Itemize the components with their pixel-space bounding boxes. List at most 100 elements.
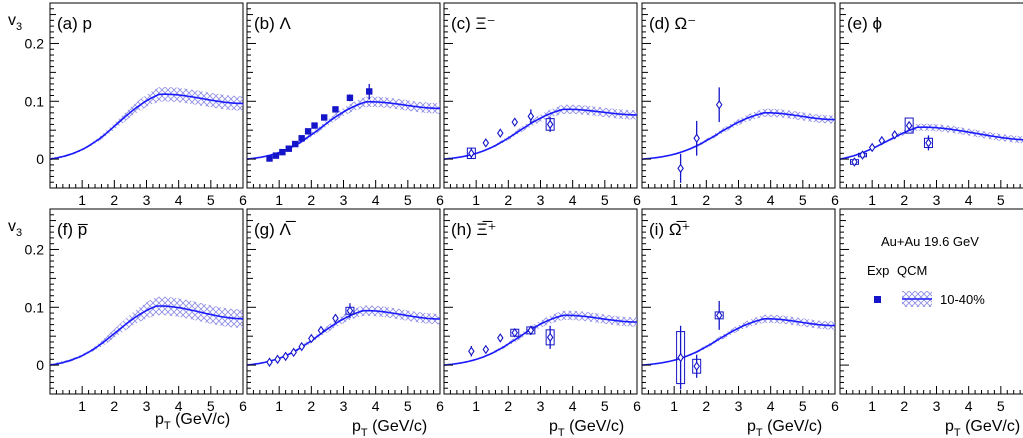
x-tick-label: 4 (372, 192, 380, 208)
x-axis-title-sub: T (954, 427, 961, 438)
data-point (308, 333, 315, 344)
panel-label: (c) Ξ⁻ (451, 14, 496, 33)
data-point (497, 128, 504, 138)
data-point (878, 135, 886, 146)
data-point (321, 114, 328, 121)
data-point (366, 88, 373, 95)
data-point (285, 145, 293, 152)
model-band (50, 296, 243, 367)
data-point (468, 148, 475, 159)
data-sys-box (545, 118, 555, 131)
x-tick-label: 1 (472, 192, 480, 208)
y-tick-label: 0.2 (25, 241, 45, 257)
x-axis-title: pT (GeV/c) (155, 411, 230, 432)
x-tick-label: 2 (504, 192, 512, 208)
panel-6: (f) p̅ 1 2 3 4 5 6 (49, 208, 247, 414)
data-sys-box (904, 117, 914, 134)
data-point (274, 354, 281, 365)
x-tick-label: 3 (735, 398, 743, 414)
panel-frame (443, 2, 638, 189)
x-tick-label: 6 (436, 192, 444, 208)
panel-frame (641, 208, 836, 395)
x-tick-label: 1 (78, 398, 86, 414)
data-point (298, 135, 305, 142)
x-tick-label: 3 (933, 398, 941, 414)
x-tick-label: 4 (569, 192, 577, 208)
data-point (304, 128, 312, 135)
x-axis-title-sub: T (756, 427, 763, 438)
y-tick-label: 0.1 (25, 299, 45, 315)
x-tick-label: 3 (537, 398, 545, 414)
x-tick-label: 1 (868, 398, 876, 414)
y-tick-label: 0.2 (25, 35, 45, 51)
panel-2: (b) Λ 1 2 3 4 5 6 (246, 2, 444, 208)
data-point (511, 117, 519, 127)
x-tick-label: 5 (601, 398, 609, 414)
x-tick-label: 5 (404, 192, 412, 208)
panel-5: (e) ϕ123456 (839, 2, 1023, 208)
data-point (282, 351, 289, 362)
x-tick-label: 5 (997, 398, 1005, 414)
legend-title: Au+Au 19.6 GeV (881, 234, 979, 249)
x-tick-label: 2 (307, 398, 315, 414)
x-tick-label: 1 (670, 398, 678, 414)
x-axis-title-main: p (352, 418, 361, 435)
x-tick-label: 1 (78, 192, 86, 208)
x-tick-label: 3 (143, 192, 151, 208)
data-point (332, 106, 339, 113)
data-point (715, 99, 723, 110)
y-axis-title-sub: 3 (16, 227, 22, 239)
x-tick-label: 6 (831, 398, 839, 414)
x-tick-label: 2 (702, 192, 710, 208)
data-sys-box (466, 147, 476, 160)
legend: Au+Au 19.6 GeV Exp QCM 10-40% (867, 234, 985, 307)
x-axis-title-sub: T (164, 420, 171, 432)
data-point (332, 313, 339, 324)
panel-label: (b) Λ (254, 14, 292, 33)
data-point (868, 142, 876, 153)
x-tick-label: 5 (799, 398, 807, 414)
model-line (50, 93, 243, 160)
x-tick-label: 2 (702, 398, 710, 414)
data-sys-box (692, 358, 702, 374)
x-tick-label: 6 (239, 398, 247, 414)
panel-8: (h) Ξ̅⁺ 1 2 3 4 5 6 (443, 208, 641, 414)
y-axis-title-main: v (8, 12, 16, 29)
x-tick-label: 3 (340, 192, 348, 208)
data-point (693, 361, 700, 372)
panel-9: (i) Ω̅⁺ 1 2 3 4 5 6 (641, 208, 839, 414)
x-axis-title: pT (GeV/c) (747, 418, 822, 438)
data-point (317, 325, 325, 336)
x-tick-label: 2 (504, 398, 512, 414)
panel-frame (641, 2, 836, 189)
x-tick-label: 1 (472, 398, 480, 414)
data-point (693, 133, 700, 144)
y-tick-label: 0 (36, 357, 44, 373)
x-axis-title-unit: (GeV/c) (368, 418, 428, 435)
data-point (346, 94, 354, 102)
x-axis-title-unit: (GeV/c) (171, 411, 231, 428)
x-tick-label: 4 (965, 192, 973, 208)
x-tick-label: 3 (735, 192, 743, 208)
x-tick-label: 6 (633, 398, 641, 414)
x-tick-label: 3 (143, 398, 151, 414)
data-point (298, 341, 305, 352)
x-tick-label: 4 (767, 192, 775, 208)
panel-3: (c) Ξ⁻ 1 2 3 4 5 6 (443, 2, 641, 208)
legend-col-model: QCM (897, 263, 927, 278)
x-axis-title-unit: (GeV/c) (763, 418, 823, 435)
panel-label: (g) Λ̅ (254, 220, 296, 239)
x-axis-title-sub: T (361, 427, 368, 438)
y-axis-title: v3 (8, 12, 22, 33)
legend-entry-label: 10-40% (940, 292, 985, 307)
data-point (527, 325, 535, 336)
x-tick-label: 2 (110, 398, 118, 414)
x-tick-label: 5 (601, 192, 609, 208)
legend-exp-marker (874, 296, 881, 303)
x-tick-label: 2 (307, 192, 315, 208)
x-tick-label: 4 (175, 192, 183, 208)
panel-plot-area (50, 296, 243, 367)
data-point (292, 140, 299, 148)
x-tick-label: 4 (767, 398, 775, 414)
x-tick-label: 5 (997, 192, 1005, 208)
